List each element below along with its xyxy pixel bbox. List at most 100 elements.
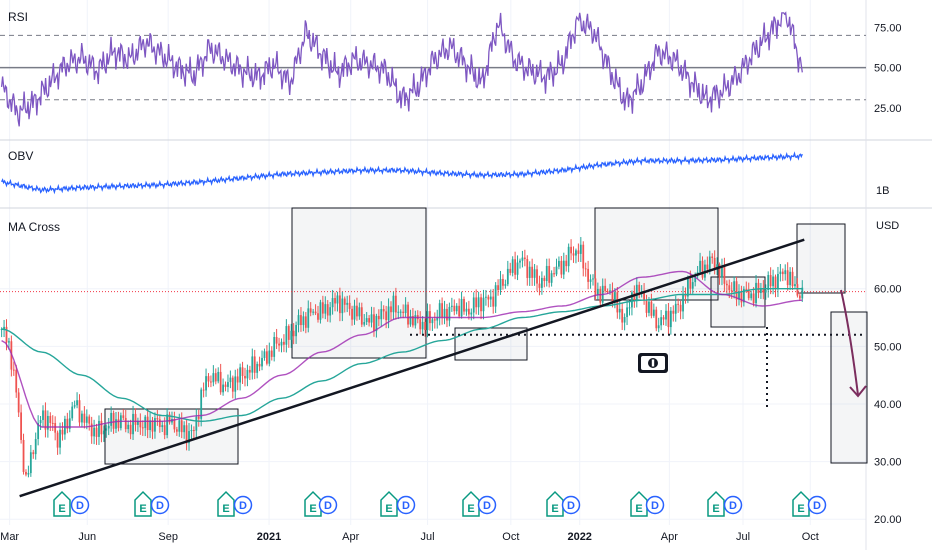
candle-body <box>307 308 310 328</box>
earnings-marker[interactable]: E <box>792 490 810 517</box>
candle-body <box>652 309 655 316</box>
dividend-marker[interactable]: D <box>318 495 338 515</box>
price-pane: MA Cross <box>0 207 902 526</box>
date-tick-label: 2021 <box>257 531 281 543</box>
earnings-marker[interactable]: E <box>546 490 564 517</box>
candle-body <box>801 287 804 299</box>
candle-body <box>124 417 127 430</box>
candle-body <box>635 284 638 301</box>
earnings-marker[interactable]: E <box>630 490 648 517</box>
candle-body <box>146 416 149 431</box>
candle-body <box>197 416 200 419</box>
candle-body <box>669 310 672 328</box>
candle-body <box>584 268 587 270</box>
earnings-marker[interactable]: E <box>380 490 398 517</box>
earnings-marker[interactable]: E <box>707 490 725 517</box>
price-tick-label: 60.00 <box>874 284 902 296</box>
dividend-marker-shape <box>233 495 253 515</box>
candle-body <box>200 389 203 419</box>
range-box-2[interactable] <box>291 207 427 359</box>
earnings-marker-shape <box>53 490 71 517</box>
candle-body <box>105 428 108 431</box>
obv-axis: 1B <box>876 185 889 197</box>
candle-body <box>231 377 234 392</box>
dividend-marker[interactable]: D <box>645 495 665 515</box>
candle-body <box>587 268 590 282</box>
candle-body <box>794 284 796 287</box>
candle-body <box>309 308 312 313</box>
candle-body <box>175 429 178 432</box>
candle-body <box>579 244 582 254</box>
dividend-marker[interactable]: D <box>561 495 581 515</box>
candle-body <box>256 363 259 373</box>
dividend-marker-glyph: D <box>324 500 332 512</box>
earnings-marker[interactable]: E <box>53 490 71 517</box>
candle-body <box>699 260 701 273</box>
candle-body <box>582 244 585 269</box>
candle-body <box>190 430 193 432</box>
trendline[interactable] <box>19 238 805 498</box>
earnings-marker[interactable]: E <box>462 490 480 517</box>
earnings-marker[interactable]: E <box>217 490 235 517</box>
candle-body <box>210 381 212 383</box>
dividend-marker[interactable]: D <box>70 495 90 515</box>
price-tick-label: 50.00 <box>874 341 902 353</box>
dividend-icon[interactable] <box>638 353 668 373</box>
candle-body <box>497 285 499 291</box>
range-box-6[interactable] <box>796 223 846 294</box>
price-tick-label: 30.00 <box>874 457 902 469</box>
date-tick-label: Oct <box>802 531 819 543</box>
candle-body <box>195 416 198 431</box>
earnings-marker[interactable]: E <box>134 490 152 517</box>
candle-body <box>618 308 621 313</box>
dividend-marker-shape <box>150 495 170 515</box>
dividend-marker[interactable]: D <box>233 495 253 515</box>
candle-body <box>51 422 54 424</box>
dividend-marker-glyph: D <box>156 500 164 512</box>
candle-body <box>336 295 339 304</box>
earnings-marker[interactable]: E <box>304 490 322 517</box>
projection-arrow[interactable] <box>840 289 867 398</box>
candle-body <box>533 269 536 278</box>
candle-body <box>32 452 35 455</box>
candle-body <box>251 356 254 373</box>
candle-body <box>365 318 368 323</box>
candle-body <box>338 295 341 314</box>
dividend-marker[interactable]: D <box>150 495 170 515</box>
candle-body <box>399 311 402 313</box>
dividend-marker[interactable]: D <box>396 495 416 515</box>
candle-body <box>5 326 8 343</box>
obv-line <box>1 151 803 195</box>
candle-body <box>112 412 115 429</box>
candle-body <box>229 377 232 383</box>
candle-body <box>742 288 745 303</box>
candle-body <box>450 305 453 307</box>
chart-grid <box>0 0 866 525</box>
candle-body <box>431 319 434 324</box>
candle-body <box>139 421 142 428</box>
candle-body <box>25 471 27 475</box>
dividend-marker[interactable]: D <box>477 495 497 515</box>
ma-fast-line <box>1 270 803 428</box>
candle-body <box>343 298 346 305</box>
candle-body <box>321 302 324 314</box>
candle-body <box>81 413 83 423</box>
candle-body <box>207 376 210 382</box>
dividend-marker[interactable]: D <box>807 495 827 515</box>
candle-body <box>760 288 762 294</box>
candle-body <box>424 321 426 331</box>
candle-body <box>562 260 565 275</box>
candle-body <box>44 410 47 430</box>
dividend-marker[interactable]: D <box>723 495 743 515</box>
dividend-marker-shape <box>396 495 416 515</box>
candle-body <box>154 418 156 432</box>
range-box-4[interactable] <box>594 207 719 301</box>
candle-body <box>616 292 619 313</box>
candle-body <box>599 288 602 303</box>
dividend-marker-shape <box>645 495 665 515</box>
candle-body <box>674 303 677 314</box>
candle-body <box>137 421 139 425</box>
candle-body <box>689 277 692 289</box>
drawing-rectangles[interactable] <box>104 207 868 465</box>
